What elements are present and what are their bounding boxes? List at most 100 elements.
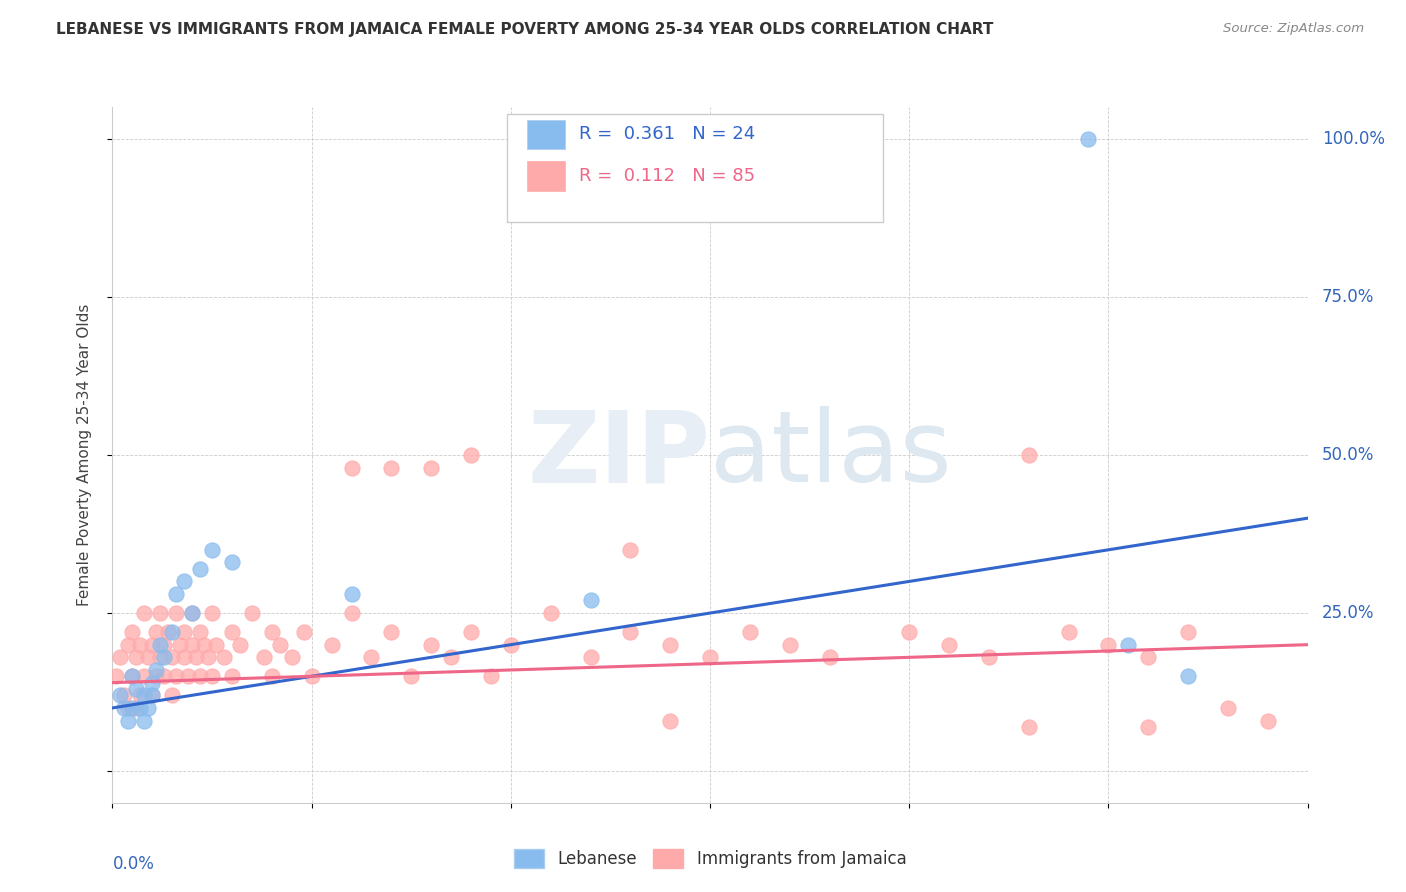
Point: [1097, 638, 1119, 652]
Point: [121, 701, 143, 715]
Point: [169, 638, 191, 652]
Text: 50.0%: 50.0%: [1322, 446, 1374, 464]
Text: atlas: atlas: [710, 407, 952, 503]
Point: [260, 625, 283, 640]
Point: [340, 606, 363, 620]
Text: 75.0%: 75.0%: [1322, 288, 1374, 306]
Point: [121, 625, 143, 640]
Point: [110, 688, 132, 702]
Point: [579, 650, 602, 665]
Point: [145, 625, 167, 640]
Point: [340, 587, 363, 601]
Point: [134, 714, 156, 728]
Point: [129, 701, 152, 715]
Point: [141, 688, 163, 702]
Point: [141, 675, 163, 690]
Point: [149, 638, 172, 652]
Point: [499, 638, 522, 652]
Point: [125, 681, 148, 696]
Point: [201, 669, 224, 683]
Point: [977, 650, 1000, 665]
Point: [125, 701, 148, 715]
Point: [173, 625, 195, 640]
Point: [440, 650, 463, 665]
Point: [188, 625, 211, 640]
Point: [260, 669, 283, 683]
Point: [360, 650, 382, 665]
Point: [181, 606, 204, 620]
Point: [1057, 625, 1080, 640]
Point: [818, 650, 841, 665]
Point: [221, 556, 243, 570]
Point: [420, 638, 443, 652]
Point: [1116, 638, 1139, 652]
Point: [105, 669, 128, 683]
Point: [1018, 448, 1040, 462]
Point: [162, 625, 183, 640]
Point: [149, 606, 172, 620]
Point: [145, 669, 167, 683]
Point: [138, 650, 160, 665]
Point: [117, 701, 139, 715]
Point: [181, 638, 204, 652]
Point: [117, 638, 139, 652]
Point: [129, 688, 152, 702]
Point: [177, 669, 200, 683]
Point: [1137, 650, 1160, 665]
Point: [460, 448, 482, 462]
Point: [1177, 669, 1199, 683]
Point: [460, 625, 482, 640]
Point: [114, 688, 135, 702]
Point: [188, 562, 211, 576]
Point: [221, 625, 243, 640]
Point: [201, 542, 224, 557]
Point: [253, 650, 276, 665]
Point: [579, 593, 602, 607]
Point: [117, 714, 139, 728]
Point: [221, 669, 243, 683]
Point: [134, 688, 156, 702]
Point: [193, 638, 215, 652]
Point: [898, 625, 921, 640]
Point: [114, 701, 135, 715]
Point: [134, 606, 156, 620]
Point: [380, 625, 402, 640]
Point: [165, 606, 187, 620]
Text: R =  0.112   N = 85: R = 0.112 N = 85: [579, 167, 755, 185]
Point: [292, 625, 315, 640]
Point: [153, 638, 176, 652]
Point: [162, 688, 183, 702]
Point: [110, 650, 132, 665]
Point: [186, 650, 208, 665]
Point: [138, 701, 160, 715]
Point: [269, 638, 291, 652]
Point: [738, 625, 761, 640]
Point: [149, 650, 172, 665]
FancyBboxPatch shape: [527, 161, 565, 191]
Point: [141, 638, 163, 652]
Point: [281, 650, 304, 665]
Point: [205, 638, 228, 652]
Point: [659, 714, 682, 728]
FancyBboxPatch shape: [508, 114, 883, 222]
Point: [1257, 714, 1279, 728]
Point: [121, 669, 143, 683]
Point: [173, 650, 195, 665]
Text: 25.0%: 25.0%: [1322, 604, 1375, 622]
Point: [212, 650, 235, 665]
Point: [201, 606, 224, 620]
Point: [540, 606, 562, 620]
Point: [121, 669, 143, 683]
Point: [165, 669, 187, 683]
Point: [321, 638, 343, 652]
Text: ZIP: ZIP: [527, 407, 710, 503]
Point: [1216, 701, 1239, 715]
Point: [1077, 131, 1099, 145]
Point: [1137, 720, 1160, 734]
Point: [699, 650, 721, 665]
Point: [301, 669, 323, 683]
Point: [240, 606, 263, 620]
Y-axis label: Female Poverty Among 25-34 Year Olds: Female Poverty Among 25-34 Year Olds: [77, 304, 91, 606]
Text: 0.0%: 0.0%: [112, 855, 155, 873]
Point: [197, 650, 219, 665]
